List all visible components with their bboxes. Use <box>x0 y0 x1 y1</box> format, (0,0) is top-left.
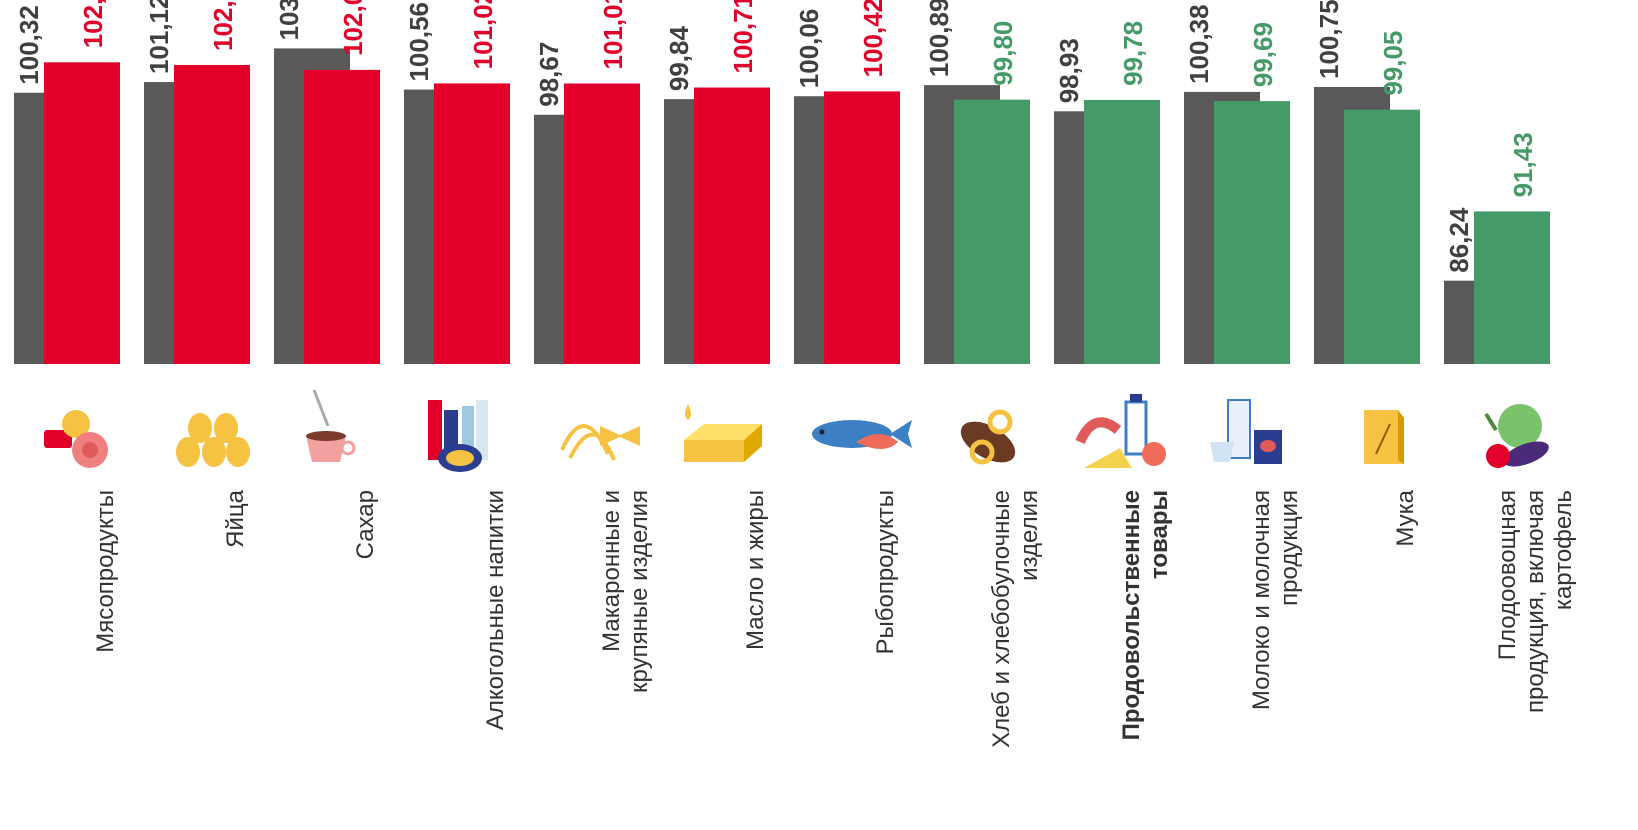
bar-current <box>1214 101 1290 365</box>
value-label-previous: 100,06 <box>794 9 824 89</box>
category-label: Мука <box>1392 489 1419 546</box>
value-label-current: 102,60 <box>78 0 108 48</box>
bar-current <box>824 91 900 364</box>
eggs-icon <box>176 413 250 467</box>
category-label: товары <box>1146 490 1173 579</box>
category-label: Продовольственные <box>1118 490 1145 740</box>
bar-current <box>1474 211 1550 364</box>
category-label: продукция <box>1276 490 1303 606</box>
bar-current <box>694 87 770 365</box>
category-label: Макаронные и <box>598 490 625 652</box>
value-label-previous: 98,93 <box>1054 38 1084 103</box>
value-label-previous: 100,32 <box>14 5 44 85</box>
bar-current <box>304 69 380 364</box>
vegetables-icon <box>1484 404 1549 468</box>
category-label: Яйца <box>222 489 249 547</box>
value-label-previous: 99,84 <box>664 26 694 92</box>
category-label: Масло и жиры <box>742 490 769 650</box>
bottles-icon <box>428 400 488 472</box>
category-label: крупяные изделия <box>626 490 653 693</box>
value-label-previous: 100,56 <box>404 2 434 82</box>
bread-icon <box>960 409 1016 465</box>
value-label-current: 91,43 <box>1508 132 1538 197</box>
bar-current <box>44 62 120 364</box>
value-label-current: 99,05 <box>1378 31 1408 96</box>
milk-icon <box>1210 399 1282 464</box>
category-label: картофель <box>1550 490 1577 610</box>
value-label-previous: 103,64 <box>274 0 304 40</box>
sugar-cup-icon <box>306 389 356 462</box>
value-label-current: 99,69 <box>1248 22 1278 87</box>
value-label-previous: 98,67 <box>534 42 564 107</box>
pasta-icon <box>560 424 640 461</box>
bar-current <box>174 64 250 365</box>
fish-icon <box>812 420 912 449</box>
bar-current <box>1344 109 1420 365</box>
category-label: Мясопродукты <box>92 490 119 653</box>
category-label: Плодоовощная <box>1494 490 1521 660</box>
value-label-previous: 86,24 <box>1444 207 1474 273</box>
value-label-current: 102,40 <box>208 0 238 51</box>
bar-current <box>954 99 1030 365</box>
value-label-current: 100,42 <box>858 0 888 77</box>
butter-icon <box>684 404 762 462</box>
bar-current <box>1084 99 1160 364</box>
value-label-current: 101,02 <box>468 0 498 69</box>
category-label: продукция, включая <box>1522 490 1549 713</box>
value-label-current: 100,71 <box>728 0 758 74</box>
category-label: Рыбопродукты <box>872 490 899 655</box>
grocery-icon <box>1075 394 1166 468</box>
value-label-current: 99,78 <box>1118 21 1148 86</box>
value-label-current: 102,03 <box>338 0 368 56</box>
value-label-previous: 100,75 <box>1314 0 1344 79</box>
category-label: Молоко и молочная <box>1248 490 1275 710</box>
category-label: Алкогольные напитки <box>482 490 509 730</box>
category-label: изделия <box>1016 490 1043 581</box>
value-label-previous: 100,38 <box>1184 4 1214 84</box>
value-label-previous: 101,12 <box>144 0 174 74</box>
flour-icon <box>1364 410 1404 464</box>
bar-current <box>434 83 510 365</box>
value-label-current: 101,01 <box>598 0 628 70</box>
meat-icon <box>44 410 108 468</box>
category-label: Хлеб и хлебобулочные <box>988 490 1015 748</box>
bar-current <box>564 83 640 364</box>
value-label-current: 99,80 <box>988 21 1018 86</box>
value-label-previous: 100,89 <box>924 0 954 77</box>
category-label: Сахар <box>352 490 379 559</box>
